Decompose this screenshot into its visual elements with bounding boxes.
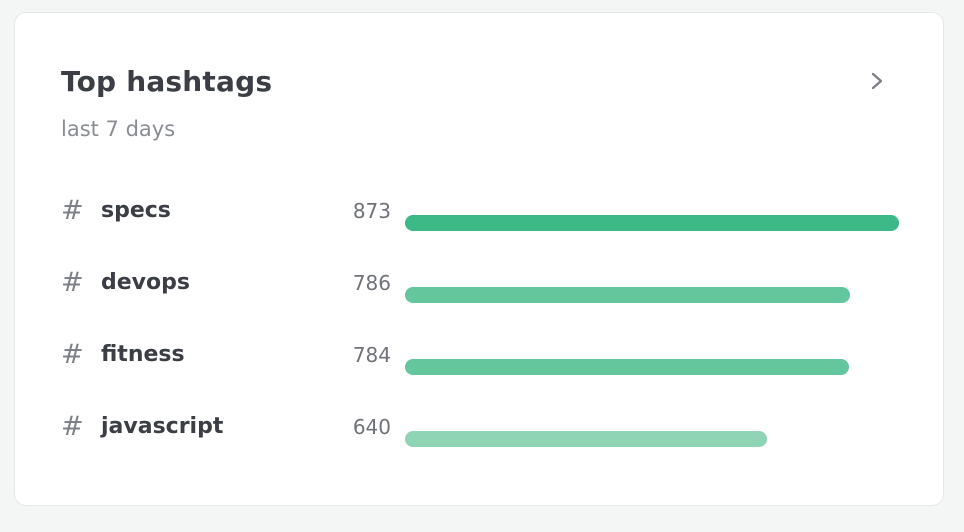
hashtag-count: 784 [352, 343, 391, 367]
hashtag-list: # specs 873 # devops 786 # fitness 784 # [61, 176, 907, 464]
hashtag-icon: # [61, 339, 84, 370]
card-subtitle: last 7 days [61, 117, 176, 141]
hashtag-count: 873 [352, 199, 391, 223]
hashtag-count: 786 [352, 271, 391, 295]
hashtag-bar [405, 359, 849, 375]
hashtag-name[interactable]: devops [101, 270, 190, 295]
card-title: Top hashtags [61, 65, 273, 98]
hashtag-name[interactable]: specs [101, 198, 171, 223]
hashtag-bar-track [405, 359, 899, 375]
chevron-right-icon[interactable] [863, 67, 891, 95]
hashtag-row: # fitness 784 [61, 320, 907, 392]
hashtag-name[interactable]: javascript [101, 414, 224, 439]
hashtag-icon: # [61, 267, 84, 298]
hashtag-icon: # [61, 411, 84, 442]
hashtag-row: # devops 786 [61, 248, 907, 320]
hashtag-count: 640 [352, 415, 391, 439]
hashtag-bar-track [405, 215, 899, 231]
hashtag-bar [405, 215, 899, 231]
hashtag-bar-track [405, 287, 899, 303]
top-hashtags-card: Top hashtags last 7 days # specs 873 # d… [14, 12, 944, 506]
hashtag-row: # javascript 640 [61, 392, 907, 464]
hashtag-bar [405, 431, 767, 447]
hashtag-row: # specs 873 [61, 176, 907, 248]
hashtag-bar-track [405, 431, 899, 447]
hashtag-bar [405, 287, 850, 303]
hashtag-icon: # [61, 195, 84, 226]
hashtag-name[interactable]: fitness [101, 342, 185, 367]
